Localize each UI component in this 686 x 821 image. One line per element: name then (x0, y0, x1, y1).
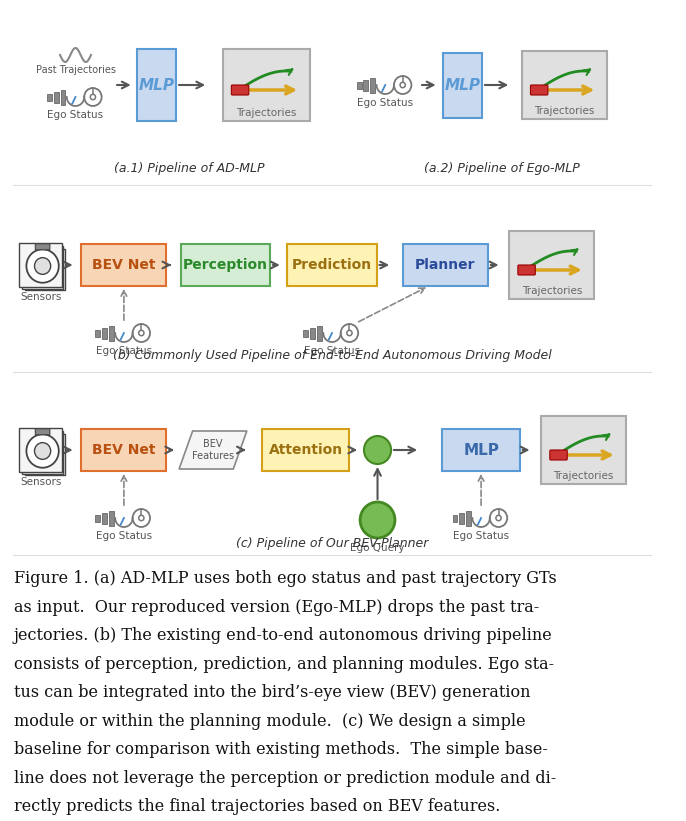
Circle shape (26, 434, 59, 468)
FancyBboxPatch shape (530, 85, 548, 95)
Bar (25, 249, 65, 290)
Text: Planner: Planner (415, 258, 475, 272)
FancyBboxPatch shape (549, 450, 567, 460)
Text: Features: Features (192, 451, 234, 461)
Text: MLP: MLP (445, 77, 481, 93)
Bar (287, 244, 377, 286)
Bar (22, 246, 63, 288)
Bar (181, 244, 270, 286)
Circle shape (360, 502, 395, 538)
Bar (310, 328, 315, 338)
Bar (82, 429, 167, 471)
Text: Ego Status: Ego Status (47, 110, 104, 120)
Text: Sensors: Sensors (20, 292, 61, 302)
Text: Figure 1. (a) AD-MLP uses both ego status and past trajectory GTs: Figure 1. (a) AD-MLP uses both ego statu… (14, 570, 556, 587)
Text: (c) Pipeline of Our BEV-Planner: (c) Pipeline of Our BEV-Planner (236, 536, 428, 549)
Bar (466, 511, 471, 525)
Circle shape (34, 258, 51, 274)
Text: Ego Status: Ego Status (96, 531, 152, 541)
Text: (b) Commonly Used Pipeline of End-to-End Autonomous Driving Model: (b) Commonly Used Pipeline of End-to-End… (113, 348, 552, 361)
FancyBboxPatch shape (36, 244, 50, 250)
Bar (370, 77, 375, 93)
Bar (109, 325, 114, 341)
Bar (509, 231, 594, 299)
Circle shape (364, 436, 391, 464)
Bar (102, 512, 107, 524)
Bar (442, 429, 520, 471)
Bar (102, 328, 107, 338)
Bar (19, 428, 62, 472)
Bar (303, 329, 308, 337)
Circle shape (34, 443, 51, 460)
Text: BEV Net: BEV Net (92, 443, 156, 457)
Bar (453, 515, 458, 521)
Text: Trajectories: Trajectories (534, 106, 595, 116)
Text: Ego Status: Ego Status (453, 531, 509, 541)
Bar (22, 431, 63, 474)
Bar (54, 91, 58, 103)
Text: (a.1) Pipeline of AD-MLP: (a.1) Pipeline of AD-MLP (113, 162, 264, 175)
Bar (443, 53, 482, 117)
Text: Ego Status: Ego Status (96, 346, 152, 356)
Text: tus can be integrated into the bird’s-eye view (BEV) generation: tus can be integrated into the bird’s-ey… (14, 684, 530, 701)
Polygon shape (179, 431, 247, 469)
Text: Sensors: Sensors (20, 477, 61, 487)
Bar (403, 244, 488, 286)
Bar (460, 512, 464, 524)
Bar (317, 325, 322, 341)
Bar (137, 49, 176, 121)
Bar (47, 94, 51, 100)
Text: line does not leverage the perception or prediction module and di-: line does not leverage the perception or… (14, 769, 556, 787)
Bar (541, 416, 626, 484)
Text: Prediction: Prediction (292, 258, 372, 272)
Text: Ego Status: Ego Status (357, 98, 414, 108)
Text: Trajectories: Trajectories (521, 286, 582, 296)
FancyBboxPatch shape (231, 85, 249, 95)
Bar (357, 81, 362, 89)
Bar (95, 329, 100, 337)
Bar (60, 89, 65, 104)
Bar (364, 80, 368, 90)
Text: BEV: BEV (203, 439, 223, 449)
Bar (262, 429, 349, 471)
Text: rectly predicts the final trajectories based on BEV features.: rectly predicts the final trajectories b… (14, 798, 500, 815)
Bar (223, 49, 310, 121)
Text: Trajectories: Trajectories (554, 471, 614, 481)
FancyBboxPatch shape (36, 429, 50, 435)
Text: Trajectories: Trajectories (236, 108, 296, 118)
Bar (109, 511, 114, 525)
Bar (522, 51, 607, 119)
Text: baseline for comparison with existing methods.  The simple base-: baseline for comparison with existing me… (14, 741, 547, 758)
Text: module or within the planning module.  (c) We design a simple: module or within the planning module. (c… (14, 713, 525, 730)
Text: BEV Net: BEV Net (92, 258, 156, 272)
Text: MLP: MLP (463, 443, 499, 457)
Text: MLP: MLP (139, 77, 175, 93)
Bar (19, 243, 62, 287)
Bar (25, 434, 65, 475)
Text: Past Trajectories: Past Trajectories (36, 65, 115, 75)
Text: Perception: Perception (183, 258, 268, 272)
Text: jectories. (b) The existing end-to-end autonomous driving pipeline: jectories. (b) The existing end-to-end a… (14, 627, 552, 644)
FancyBboxPatch shape (518, 265, 535, 275)
Text: as input.  Our reproduced version (Ego-MLP) drops the past tra-: as input. Our reproduced version (Ego-ML… (14, 599, 539, 616)
Text: consists of perception, prediction, and planning modules. Ego sta-: consists of perception, prediction, and … (14, 655, 554, 672)
Text: (a.2) Pipeline of Ego-MLP: (a.2) Pipeline of Ego-MLP (423, 162, 579, 175)
Bar (82, 244, 167, 286)
Circle shape (26, 250, 59, 282)
Text: Ego Query: Ego Query (351, 543, 405, 553)
Text: Ego Status: Ego Status (304, 346, 360, 356)
Bar (95, 515, 100, 521)
Text: Attention: Attention (269, 443, 343, 457)
